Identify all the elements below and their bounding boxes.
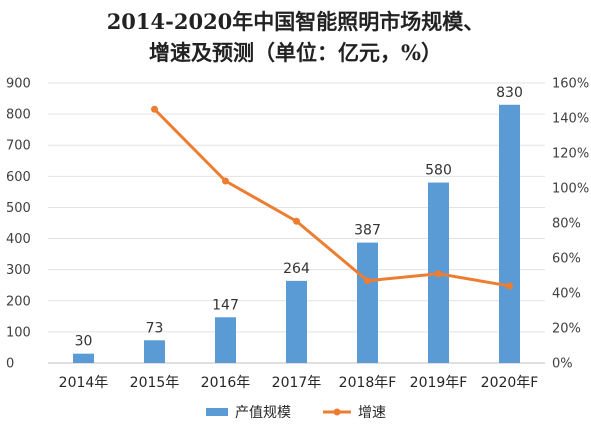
bar [499, 104, 520, 364]
line-path [153, 108, 510, 288]
line-series [151, 105, 513, 290]
y-right-tick-label: 100% [552, 182, 589, 197]
bar-series [73, 104, 520, 364]
y-right-tick-label: 140% [552, 112, 589, 127]
y-right-tick-label: 60% [552, 252, 581, 267]
bar-value-label: 580 [425, 163, 452, 179]
x-tick-label: 2015年 [130, 375, 180, 391]
x-tick-label: 2020年F [481, 375, 539, 391]
y-left-tick-label: 200 [6, 294, 31, 309]
y-right-tick-label: 80% [552, 217, 581, 232]
legend: 产值规模 增速 [206, 405, 386, 421]
x-tick-label: 2014年 [59, 375, 109, 391]
line-point [364, 277, 371, 285]
line-point [222, 177, 229, 185]
y-left-tick-label: 800 [6, 108, 31, 123]
line-point [435, 270, 442, 278]
x-tick-label: 2019年F [410, 375, 468, 391]
bar [357, 242, 378, 363]
y-left-tick-label: 700 [6, 139, 31, 154]
y-right-tick-label: 160% [552, 77, 589, 92]
line-point [151, 105, 158, 113]
bar-value-label: 73 [146, 320, 164, 336]
y-right-tick-label: 0% [552, 357, 573, 372]
chart-title-line-2: 增速及预测（单位：亿元，%） [149, 40, 442, 65]
bar-value-label: 147 [212, 297, 239, 313]
bar-value-label: 30 [75, 334, 93, 350]
line-point [506, 282, 513, 290]
bar [144, 340, 165, 363]
line-point [293, 217, 300, 225]
legend-swatch-bar [206, 408, 228, 416]
bar [215, 317, 236, 363]
bar-value-label: 387 [354, 223, 381, 239]
x-tick-label: 2017年 [272, 375, 322, 391]
bar-value-label: 830 [496, 85, 523, 101]
bar-value-label: 264 [283, 261, 310, 277]
legend-label-bar: 产值规模 [235, 405, 291, 421]
chart-title-line-1: 2014-2020年中国智能照明市场规模、 [106, 9, 485, 34]
x-axis: 2014年 2015年 2016年 2017年 2018年F 2019年F 2020年F [59, 375, 539, 391]
x-tick-label: 2018年F [339, 375, 397, 391]
y-left-tick-label: 600 [6, 170, 31, 185]
y-right-tick-label: 20% [552, 322, 581, 337]
y-right-tick-label: 120% [552, 147, 589, 162]
y-right-tick-label: 40% [552, 287, 581, 302]
legend-swatch-marker [333, 408, 341, 416]
bar-data-labels: 30 73 147 264 387 580 830 [75, 85, 523, 350]
y-left-tick-label: 0 [6, 357, 14, 372]
bar [286, 280, 307, 363]
x-tick-label: 2016年 [201, 375, 251, 391]
y-axis-left: 0 100 200 300 400 500 600 700 800 900 [6, 77, 31, 372]
legend-label-line: 增速 [358, 405, 386, 421]
y-left-tick-label: 500 [6, 201, 31, 216]
y-axis-right: 0% 20% 40% 60% 80% 100% 120% 140% 160% [552, 77, 589, 372]
y-left-tick-label: 100 [6, 325, 31, 340]
bar [73, 353, 94, 363]
y-left-tick-label: 400 [6, 232, 31, 247]
y-left-tick-label: 900 [6, 77, 31, 92]
y-left-tick-label: 300 [6, 263, 31, 278]
chart-title: 2014-2020年中国智能照明市场规模、 增速及预测（单位：亿元，%） [0, 6, 591, 68]
